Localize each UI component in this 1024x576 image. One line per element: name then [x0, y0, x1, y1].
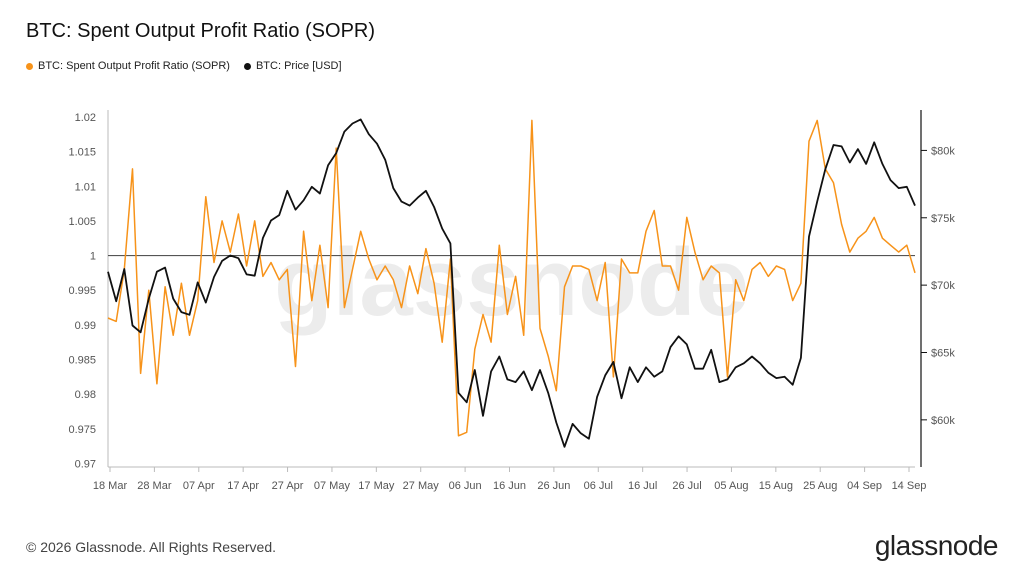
glassnode-logo: glassnode — [874, 530, 999, 561]
x-tick-label: 27 May — [403, 480, 440, 492]
x-tick-label: 16 Jul — [628, 480, 657, 492]
chart-title: BTC: Spent Output Profit Ratio (SOPR) — [26, 20, 376, 42]
y-left-tick-label: 0.995 — [68, 285, 96, 297]
legend-sopr-label: BTC: Spent Output Profit Ratio (SOPR) — [38, 60, 230, 72]
x-tick-label: 05 Aug — [714, 480, 748, 492]
x-tick-label: 07 Apr — [183, 480, 215, 492]
y-left-tick-label: 0.985 — [68, 355, 96, 367]
x-tick-label: 25 Aug — [803, 480, 837, 492]
y-right-tick-label: $75k — [931, 213, 955, 225]
y-right-tick-label: $70k — [931, 280, 955, 292]
legend-price-swatch — [243, 62, 251, 70]
legend: BTC: Spent Output Profit Ratio (SOPR) BT… — [26, 60, 342, 72]
x-tick-label: 17 Apr — [227, 480, 259, 492]
x-tick-label: 27 Apr — [272, 480, 304, 492]
legend-sopr-swatch — [26, 62, 33, 70]
legend-item-price[interactable]: BTC: Price [USD] — [243, 60, 342, 72]
watermark-text: glassnode — [274, 229, 749, 336]
y-left-tick-label: 0.97 — [75, 459, 96, 471]
sopr-series-line — [107, 119, 916, 437]
legend-item-sopr[interactable]: BTC: Spent Output Profit Ratio (SOPR) — [26, 60, 230, 72]
y-left-tick-label: 0.99 — [75, 320, 96, 332]
y-right-tick-label: $80k — [931, 145, 955, 157]
x-tick-label: 06 Jul — [584, 480, 613, 492]
y-left-tick-label: 1.02 — [75, 112, 96, 124]
x-tick-label: 04 Sep — [847, 480, 882, 492]
y-right-tick-label: $60k — [931, 415, 955, 427]
y-left-tick-label: 0.975 — [68, 424, 96, 436]
x-tick-label: 07 May — [314, 480, 351, 492]
x-tick-label: 17 May — [358, 480, 395, 492]
x-tick-label: 26 Jun — [537, 480, 570, 492]
y-left-tick-label: 1 — [90, 251, 96, 263]
y-left-tick-label: 0.98 — [75, 389, 96, 401]
y-left-tick-label: 1.01 — [75, 181, 96, 193]
y-left-tick-label: 1.005 — [68, 216, 96, 228]
x-tick-label: 18 Mar — [93, 480, 128, 492]
x-tick-label: 16 Jun — [493, 480, 526, 492]
x-tick-label: 28 Mar — [137, 480, 172, 492]
x-tick-label: 15 Aug — [759, 480, 793, 492]
y-right-tick-label: $65k — [931, 347, 955, 359]
copyright-footer: © 2026 Glassnode. All Rights Reserved. — [26, 539, 277, 555]
x-tick-label: 06 Jun — [449, 480, 482, 492]
legend-price-label: BTC: Price [USD] — [255, 60, 342, 72]
y-left-tick-label: 1.015 — [68, 147, 96, 159]
x-tick-label: 26 Jul — [672, 480, 701, 492]
price-series-line — [107, 118, 916, 448]
x-tick-label: 14 Sep — [892, 480, 927, 492]
